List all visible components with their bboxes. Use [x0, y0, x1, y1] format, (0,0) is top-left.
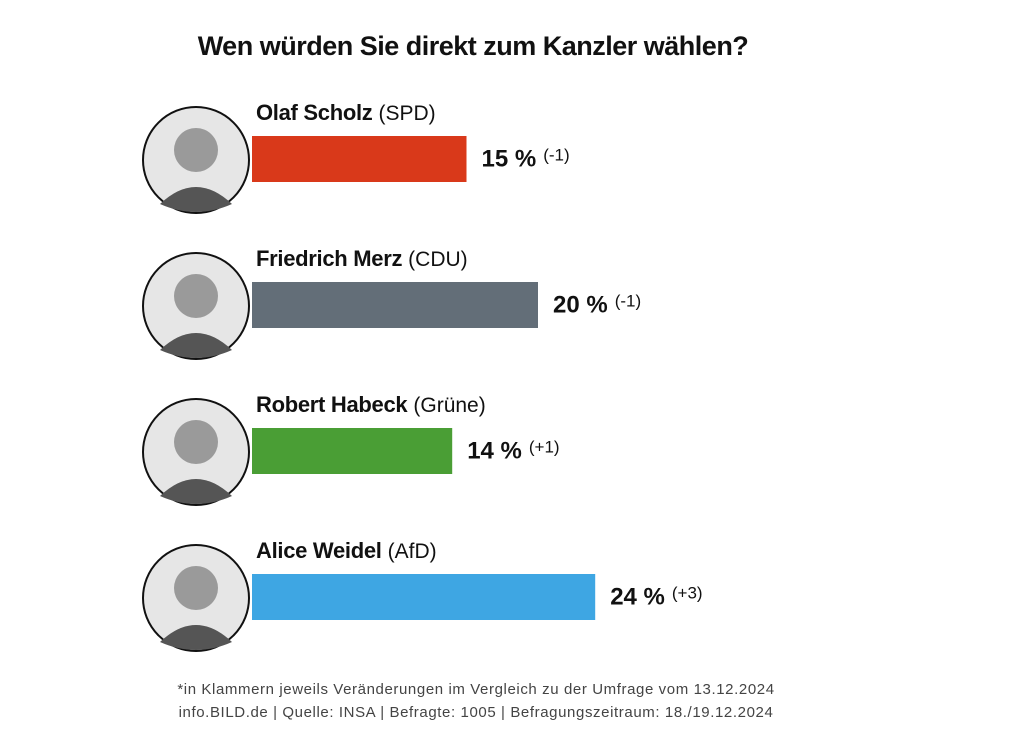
change-label: (-1) [615, 291, 641, 310]
bar [252, 428, 453, 474]
candidate-label: Friedrich Merz (CDU) [256, 246, 468, 271]
value-label: 24 % [610, 583, 665, 610]
change-label: (-1) [543, 145, 569, 164]
value-label: 14 % [467, 437, 522, 464]
bar [252, 574, 596, 620]
bar [252, 282, 538, 328]
portrait [142, 252, 250, 360]
portrait-body [160, 479, 232, 504]
candidate-label: Alice Weidel (AfD) [256, 538, 437, 563]
footnote: info.BILD.de | Quelle: INSA | Befragte: … [179, 704, 774, 721]
portrait [142, 106, 250, 214]
portrait-head [174, 566, 218, 610]
value-label: 15 % [482, 145, 537, 172]
portrait-body [160, 625, 232, 650]
portrait-head [174, 420, 218, 464]
chart-title: Wen würden Sie direkt zum Kanzler wählen… [198, 31, 749, 61]
candidate-name: Olaf Scholz [256, 100, 373, 125]
value-label: 20 % [553, 291, 608, 318]
bar [252, 136, 467, 182]
candidate-label: Olaf Scholz (SPD) [256, 100, 436, 125]
change-label: (+3) [672, 583, 703, 602]
portrait [142, 398, 250, 506]
candidate-label: Robert Habeck (Grüne) [256, 392, 486, 417]
portrait-body [160, 333, 232, 358]
footnote: *in Klammern jeweils Veränderungen im Ve… [177, 681, 774, 698]
portrait-head [174, 274, 218, 318]
portrait-head [174, 128, 218, 172]
change-label: (+1) [529, 437, 560, 456]
candidate-party: (SPD) [379, 102, 436, 125]
candidate-name: Robert Habeck [256, 392, 408, 417]
candidate-name: Alice Weidel [256, 538, 382, 563]
portrait-body [160, 187, 232, 212]
candidate-party: (AfD) [388, 540, 437, 563]
candidate-party: (CDU) [408, 248, 467, 271]
candidate-name: Friedrich Merz [256, 246, 402, 271]
portrait [142, 544, 250, 652]
candidate-party: (Grüne) [413, 394, 485, 417]
